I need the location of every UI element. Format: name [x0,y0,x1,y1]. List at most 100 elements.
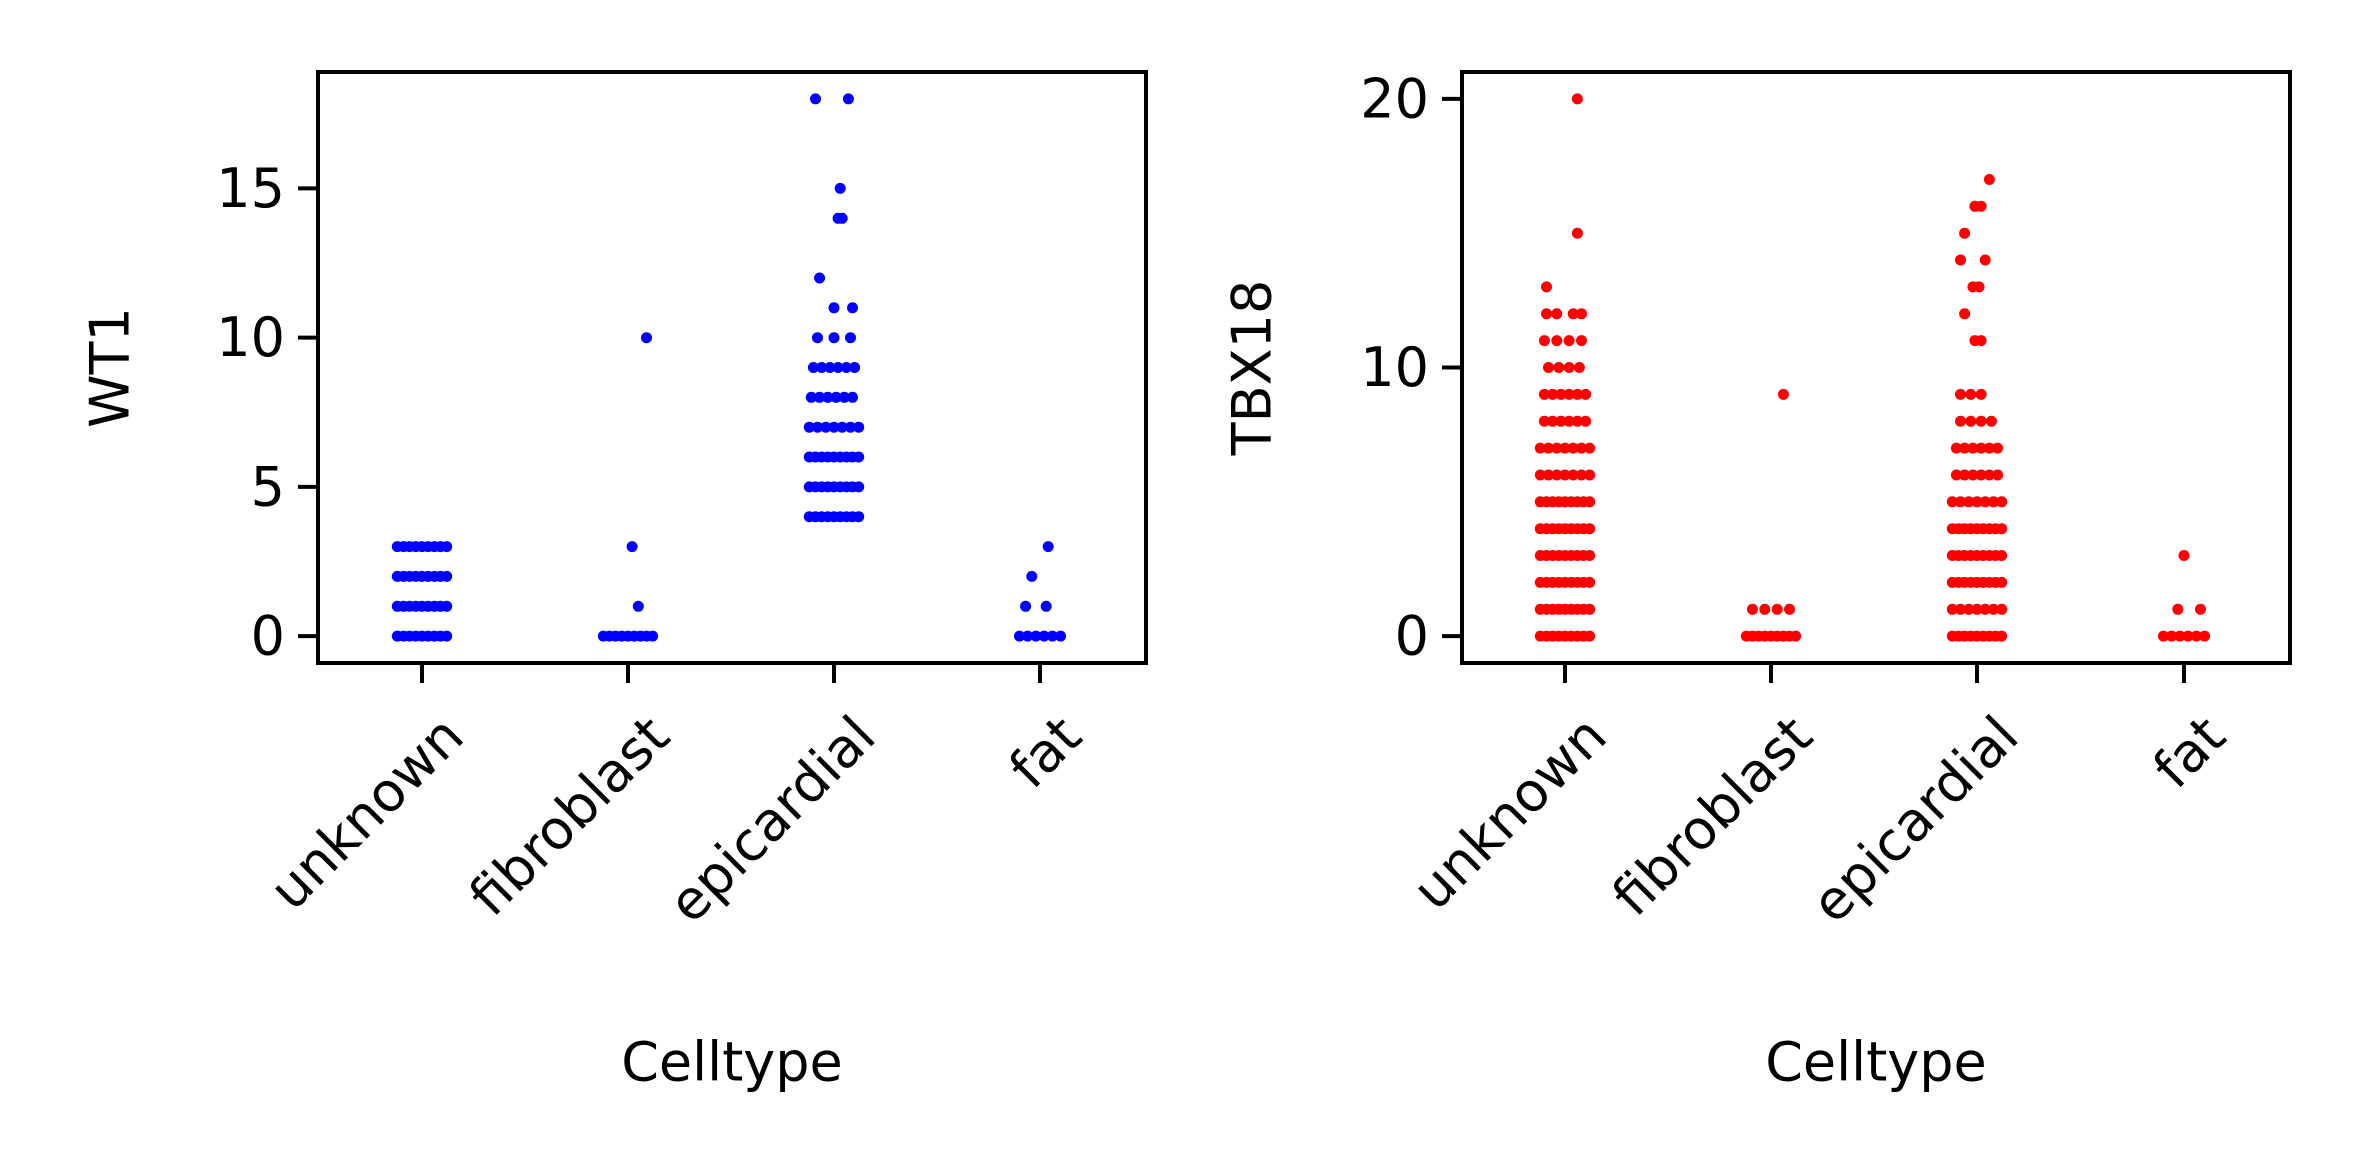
y-tick-label: 15 [216,157,285,220]
data-point [1534,442,1546,454]
data-point [836,212,848,224]
data-point [828,332,840,344]
data-point [1946,496,1958,508]
data-point [1777,388,1789,400]
data-point [1563,388,1575,400]
data-point [1996,550,2008,561]
data-point [812,421,823,433]
data-point [1576,442,1587,454]
data-point [828,302,840,314]
data-point [816,362,828,373]
data-point [1576,335,1587,347]
data-point [1979,254,1991,266]
data-point [1950,469,1962,481]
data-point [1963,603,1975,615]
data-point [1988,496,1999,508]
data-point [2178,550,2190,561]
data-point [1584,550,1596,561]
data-point [1983,469,1995,481]
data-point [1584,630,1596,642]
data-point [1955,496,1966,508]
data-point [1965,388,1977,400]
y-axis-label: WT1 [79,307,142,428]
data-point [1580,388,1592,400]
data-point [647,630,659,642]
data-point [1576,469,1587,481]
data-point [1959,227,1971,239]
y-tick-label: 5 [251,455,285,518]
data-point [1975,469,1987,481]
data-point [814,272,826,284]
data-point [1573,362,1585,373]
data-point [824,362,836,373]
x-axis-label: Celltype [1765,1031,1987,1094]
data-point [2174,630,2186,642]
data-point [832,362,844,373]
data-point [805,391,817,403]
data-point [1538,388,1550,400]
data-point [1563,415,1575,427]
data-point [632,600,644,612]
data-point [849,362,861,373]
y-tick-label: 20 [1360,67,1429,130]
data-point [1551,335,1563,347]
x-axis-label: Celltype [621,1031,843,1094]
data-point [1955,254,1966,266]
data-point [822,391,834,403]
data-point [1040,600,1052,612]
data-point [1996,523,2008,535]
data-point [1563,335,1575,347]
data-point [2157,630,2169,642]
data-point [1541,308,1552,320]
data-point [810,93,821,105]
data-point [1996,496,2008,508]
data-point [1042,541,1054,553]
data-point [1955,603,1966,615]
data-point [1946,603,1958,615]
data-point [1973,281,1985,293]
data-point [441,570,453,582]
data-point [847,302,858,314]
data-point [1030,630,1042,642]
data-point [1543,362,1554,373]
data-point [853,511,865,523]
y-axis-label: TBX18 [1221,280,1284,457]
data-point [1022,630,1034,642]
data-point [1543,442,1554,454]
data-point [847,391,858,403]
data-point [1571,93,1583,105]
data-point [1538,415,1550,427]
y-tick-label: 0 [251,605,285,668]
data-point [1975,442,1987,454]
data-point [1975,388,1987,400]
data-point [807,362,819,373]
data-point [1543,469,1554,481]
data-point [1547,388,1559,400]
data-point [853,451,865,463]
data-point [1567,442,1579,454]
data-point [836,421,848,433]
data-point [1771,603,1783,615]
data-point [1584,576,1596,588]
data-point [840,362,852,373]
data-point [1985,415,1997,427]
data-point [441,630,453,642]
data-point [2182,630,2194,642]
data-point [820,421,832,433]
data-point [1567,469,1579,481]
data-point [830,391,842,403]
data-point [1971,496,1983,508]
data-point [641,332,652,344]
data-point [1584,523,1596,535]
data-point [853,481,865,493]
data-point [1784,603,1795,615]
data-point [853,421,865,433]
data-point [1983,174,1995,185]
data-point [1046,630,1058,642]
data-point [1975,415,1987,427]
data-point [1551,469,1563,481]
data-point [626,541,638,553]
data-point [1992,469,2004,481]
data-point [828,421,840,433]
data-point [2199,630,2211,642]
